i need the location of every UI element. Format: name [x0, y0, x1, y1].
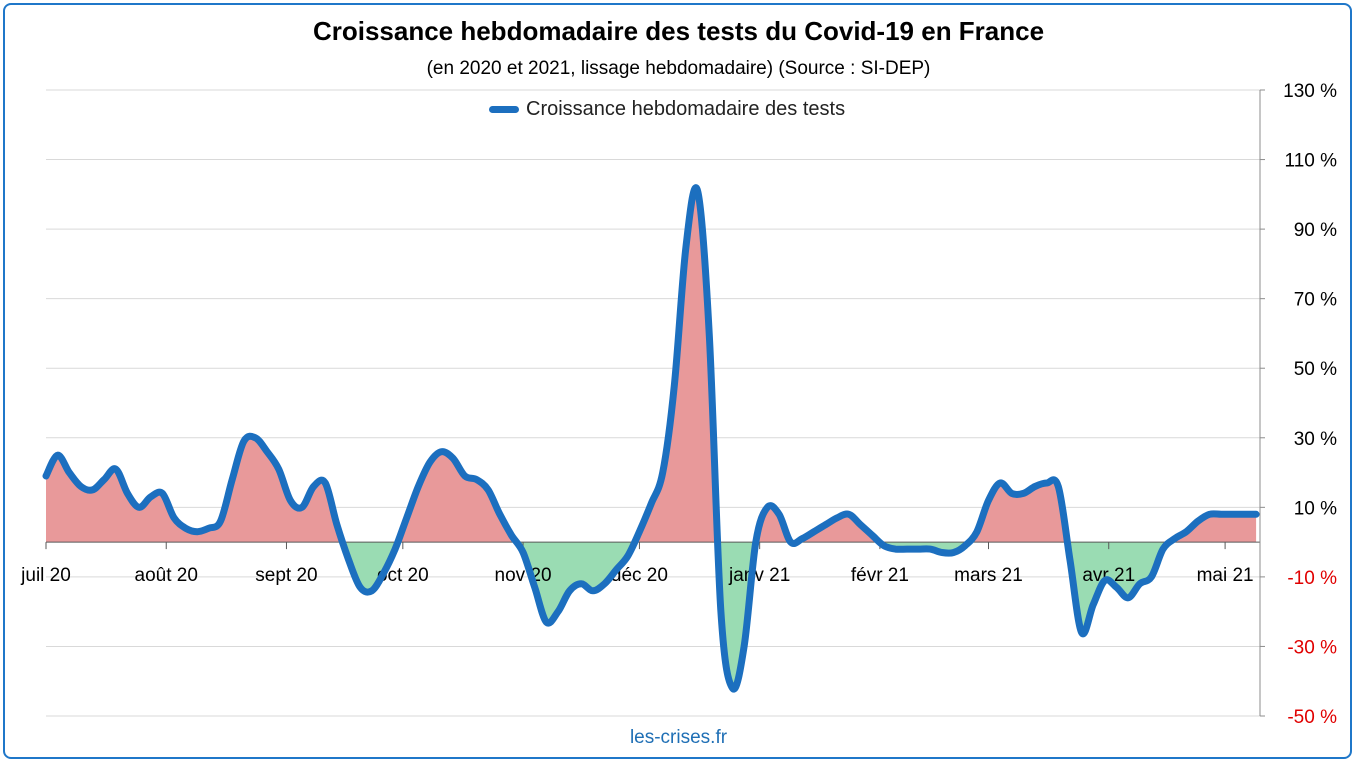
y-tick-label-9: -50 %	[1287, 707, 1337, 728]
y-tick-label-7: -10 %	[1287, 568, 1337, 589]
y-tick-label-4: 50 %	[1294, 359, 1337, 380]
x-tick-label-2: sept 20	[255, 565, 317, 586]
y-tick-label-8: -30 %	[1287, 637, 1337, 658]
source-label: les-crises.fr	[629, 727, 728, 748]
series-line	[42, 184, 1260, 693]
chart-legend: Croissance hebdomadaire des tests	[489, 98, 845, 121]
x-tick-label-3: oct 20	[377, 565, 429, 586]
area-negative	[342, 542, 1170, 690]
y-tick-label-2: 90 %	[1294, 220, 1337, 241]
legend-line-swatch	[489, 106, 519, 113]
x-tick-label-10: mai 21	[1197, 565, 1254, 586]
y-tick-label-5: 30 %	[1294, 429, 1337, 450]
chart-title: Croissance hebdomadaire des tests du Cov…	[312, 16, 1045, 46]
x-tick-label-6: janv 21	[728, 565, 790, 586]
y-tick-label-3: 70 %	[1294, 290, 1337, 311]
x-tick-label-7: févr 21	[851, 565, 909, 586]
x-tick-label-9: avr 21	[1082, 565, 1135, 586]
x-tick-label-4: nov 20	[495, 565, 552, 586]
x-tick-label-5: déc 20	[611, 565, 668, 586]
y-tick-label-6: 10 %	[1294, 498, 1337, 519]
chart-subtitle: (en 2020 et 2021, lissage hebdomadaire) …	[426, 58, 931, 79]
x-tick-label-1: août 20	[135, 565, 198, 586]
legend-label: Croissance hebdomadaire des tests	[526, 98, 846, 120]
y-tick-label-1: 110 %	[1285, 151, 1338, 172]
y-tick-label-0: 130 %	[1283, 81, 1337, 102]
x-tick-label-0: juil 20	[20, 565, 71, 586]
x-tick-label-8: mars 21	[954, 565, 1023, 586]
